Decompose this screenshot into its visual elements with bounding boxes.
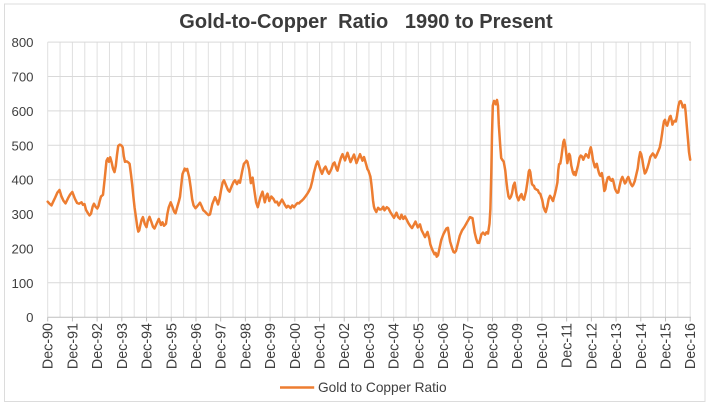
svg-text:Dec-02: Dec-02 [337, 323, 353, 369]
svg-text:Dec-93: Dec-93 [115, 323, 131, 369]
svg-text:Dec-92: Dec-92 [90, 323, 106, 369]
svg-text:Dec-98: Dec-98 [238, 323, 254, 369]
svg-text:Dec-00: Dec-00 [288, 323, 304, 369]
svg-text:Dec-08: Dec-08 [486, 323, 502, 369]
svg-text:Dec-04: Dec-04 [387, 323, 403, 369]
svg-text:Dec-05: Dec-05 [411, 323, 427, 369]
svg-text:Dec-10: Dec-10 [535, 323, 551, 369]
svg-text:Dec-91: Dec-91 [65, 323, 81, 369]
svg-text:Dec-09: Dec-09 [510, 323, 526, 369]
svg-text:Dec-95: Dec-95 [164, 323, 180, 369]
svg-text:Dec-97: Dec-97 [214, 323, 230, 369]
svg-text:600: 600 [11, 104, 33, 119]
svg-text:Dec-14: Dec-14 [634, 323, 650, 369]
svg-text:Dec-15: Dec-15 [658, 323, 674, 369]
svg-text:Dec-99: Dec-99 [263, 323, 279, 369]
svg-text:700: 700 [11, 70, 33, 85]
svg-text:800: 800 [11, 35, 33, 50]
svg-text:Dec-12: Dec-12 [584, 323, 600, 369]
svg-text:200: 200 [11, 241, 33, 256]
svg-text:Dec-16: Dec-16 [683, 323, 699, 369]
svg-text:300: 300 [11, 207, 33, 222]
svg-text:500: 500 [11, 138, 33, 153]
svg-text:Dec-96: Dec-96 [189, 323, 205, 369]
svg-text:Dec-94: Dec-94 [140, 323, 156, 369]
svg-text:100: 100 [11, 276, 33, 291]
svg-text:400: 400 [11, 173, 33, 188]
svg-text:Dec-07: Dec-07 [461, 323, 477, 369]
svg-text:Dec-06: Dec-06 [436, 323, 452, 369]
svg-text:Dec-11: Dec-11 [560, 323, 576, 368]
svg-text:Dec-13: Dec-13 [609, 323, 625, 369]
svg-text:Dec-03: Dec-03 [362, 323, 378, 369]
svg-text:Dec-01: Dec-01 [313, 323, 329, 369]
svg-text:Gold to Copper Ratio: Gold to Copper Ratio [318, 380, 447, 395]
svg-text:Gold-to-Copper Ratio 1990 t: Gold-to-Copper Ratio 1990 to Present [179, 11, 553, 33]
svg-text:Dec-90: Dec-90 [41, 323, 57, 369]
svg-text:0: 0 [26, 310, 33, 325]
